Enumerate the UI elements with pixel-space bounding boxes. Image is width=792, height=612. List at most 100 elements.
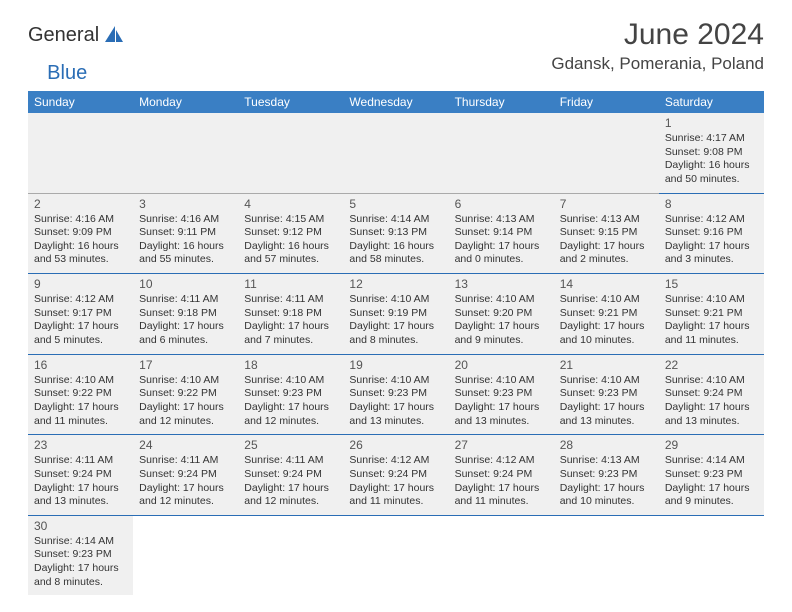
calendar-cell: 11 Sunrise: 4:11 AMSunset: 9:18 PMDayligh…	[238, 274, 343, 355]
logo-text-general: General	[28, 24, 99, 47]
day-info: Sunrise: 4:17 AMSunset: 9:08 PMDaylight:…	[665, 132, 758, 187]
day-number: 27	[455, 438, 548, 452]
calendar-cell: 8 Sunrise: 4:12 AMSunset: 9:16 PMDaylight…	[659, 193, 764, 274]
day-info: Sunrise: 4:11 AMSunset: 9:24 PMDaylight:…	[139, 454, 232, 509]
day-info: Sunrise: 4:16 AMSunset: 9:09 PMDaylight:…	[34, 213, 127, 268]
calendar-cell: 6 Sunrise: 4:13 AMSunset: 9:14 PMDaylight…	[449, 193, 554, 274]
calendar-row: 9 Sunrise: 4:12 AMSunset: 9:17 PMDaylight…	[28, 274, 764, 355]
logo: General	[28, 24, 127, 47]
day-info: Sunrise: 4:11 AMSunset: 9:18 PMDaylight:…	[244, 293, 337, 348]
day-number: 16	[34, 358, 127, 372]
calendar-cell: 14Sunrise: 4:10 AMSunset: 9:21 PMDayligh…	[554, 274, 659, 355]
calendar-cell: 25 Sunrise: 4:11 AMSunset: 9:24 PMDayligh…	[238, 435, 343, 516]
weekday-header: Monday	[133, 91, 238, 113]
calendar-row: 30 Sunrise: 4:14 AMSunset: 9:23 PMDayligh…	[28, 515, 764, 595]
calendar-cell: 29 Sunrise: 4:14 AMSunset: 9:23 PMDayligh…	[659, 435, 764, 516]
calendar-cell	[449, 515, 554, 595]
day-info: Sunrise: 4:10 AMSunset: 9:23 PMDaylight:…	[244, 374, 337, 429]
day-info: Sunrise: 4:12 AMSunset: 9:24 PMDaylight:…	[455, 454, 548, 509]
day-number: 20	[455, 358, 548, 372]
day-info: Sunrise: 4:13 AMSunset: 9:14 PMDaylight:…	[455, 213, 548, 268]
day-info: Sunrise: 4:10 AMSunset: 9:23 PMDaylight:…	[560, 374, 653, 429]
day-number: 17	[139, 358, 232, 372]
day-number: 6	[455, 197, 548, 211]
calendar-cell	[554, 113, 659, 193]
day-number: 13	[455, 277, 548, 291]
weekday-header: Wednesday	[343, 91, 448, 113]
day-info: Sunrise: 4:10 AMSunset: 9:21 PMDaylight:…	[665, 293, 758, 348]
weekday-header: Saturday	[659, 91, 764, 113]
calendar-cell: 1 Sunrise: 4:17 AMSunset: 9:08 PMDaylight…	[659, 113, 764, 193]
calendar-cell: 15 Sunrise: 4:10 AMSunset: 9:21 PMDayligh…	[659, 274, 764, 355]
calendar-cell	[343, 113, 448, 193]
day-info: Sunrise: 4:14 AMSunset: 9:23 PMDaylight:…	[665, 454, 758, 509]
day-number: 28	[560, 438, 653, 452]
calendar-cell: 3Sunrise: 4:16 AMSunset: 9:11 PMDaylight…	[133, 193, 238, 274]
calendar-cell: 22 Sunrise: 4:10 AMSunset: 9:24 PMDayligh…	[659, 354, 764, 435]
calendar-cell: 20 Sunrise: 4:10 AMSunset: 9:23 PMDayligh…	[449, 354, 554, 435]
calendar-cell: 10 Sunrise: 4:11 AMSunset: 9:18 PMDayligh…	[133, 274, 238, 355]
day-number: 14	[560, 277, 653, 291]
calendar-cell	[28, 113, 133, 193]
calendar-cell: 27 Sunrise: 4:12 AMSunset: 9:24 PMDayligh…	[449, 435, 554, 516]
weekday-header: Friday	[554, 91, 659, 113]
day-info: Sunrise: 4:12 AMSunset: 9:16 PMDaylight:…	[665, 213, 758, 268]
calendar-cell	[238, 515, 343, 595]
weekday-header-row: Sunday Monday Tuesday Wednesday Thursday…	[28, 91, 764, 113]
day-info: Sunrise: 4:10 AMSunset: 9:24 PMDaylight:…	[665, 374, 758, 429]
logo-text-blue: Blue	[47, 62, 87, 85]
day-info: Sunrise: 4:10 AMSunset: 9:22 PMDaylight:…	[34, 374, 127, 429]
day-info: Sunrise: 4:13 AMSunset: 9:15 PMDaylight:…	[560, 213, 653, 268]
calendar-cell: 21Sunrise: 4:10 AMSunset: 9:23 PMDayligh…	[554, 354, 659, 435]
day-number: 24	[139, 438, 232, 452]
title-block: June 2024 Gdansk, Pomerania, Poland	[551, 18, 764, 74]
day-number: 30	[34, 519, 127, 533]
calendar-cell: 28 Sunrise: 4:13 AMSunset: 9:23 PMDayligh…	[554, 435, 659, 516]
calendar-cell	[554, 515, 659, 595]
day-info: Sunrise: 4:10 AMSunset: 9:19 PMDaylight:…	[349, 293, 442, 348]
calendar-row: 16 Sunrise: 4:10 AMSunset: 9:22 PMDayligh…	[28, 354, 764, 435]
calendar-cell: 30 Sunrise: 4:14 AMSunset: 9:23 PMDayligh…	[28, 515, 133, 595]
weekday-header: Thursday	[449, 91, 554, 113]
day-number: 29	[665, 438, 758, 452]
calendar-cell: 2Sunrise: 4:16 AMSunset: 9:09 PMDaylight…	[28, 193, 133, 274]
day-number: 15	[665, 277, 758, 291]
calendar-cell: 18Sunrise: 4:10 AMSunset: 9:23 PMDayligh…	[238, 354, 343, 435]
calendar-cell: 5Sunrise: 4:14 AMSunset: 9:13 PMDaylight…	[343, 193, 448, 274]
day-number: 26	[349, 438, 442, 452]
day-number: 1	[665, 116, 758, 130]
day-info: Sunrise: 4:10 AMSunset: 9:22 PMDaylight:…	[139, 374, 232, 429]
day-info: Sunrise: 4:14 AMSunset: 9:13 PMDaylight:…	[349, 213, 442, 268]
calendar-cell: 17 Sunrise: 4:10 AMSunset: 9:22 PMDayligh…	[133, 354, 238, 435]
day-number: 3	[139, 197, 232, 211]
day-number: 22	[665, 358, 758, 372]
calendar-cell: 19Sunrise: 4:10 AMSunset: 9:23 PMDayligh…	[343, 354, 448, 435]
day-info: Sunrise: 4:11 AMSunset: 9:24 PMDaylight:…	[34, 454, 127, 509]
day-info: Sunrise: 4:11 AMSunset: 9:18 PMDaylight:…	[139, 293, 232, 348]
calendar-row: 1 Sunrise: 4:17 AMSunset: 9:08 PMDaylight…	[28, 113, 764, 193]
day-info: Sunrise: 4:12 AMSunset: 9:24 PMDaylight:…	[349, 454, 442, 509]
day-number: 25	[244, 438, 337, 452]
day-number: 9	[34, 277, 127, 291]
calendar-cell	[449, 113, 554, 193]
calendar-cell	[133, 113, 238, 193]
calendar-table: Sunday Monday Tuesday Wednesday Thursday…	[28, 91, 764, 595]
day-number: 19	[349, 358, 442, 372]
calendar-row: 23Sunrise: 4:11 AMSunset: 9:24 PMDayligh…	[28, 435, 764, 516]
calendar-cell: 4Sunrise: 4:15 AMSunset: 9:12 PMDaylight…	[238, 193, 343, 274]
day-info: Sunrise: 4:11 AMSunset: 9:24 PMDaylight:…	[244, 454, 337, 509]
calendar-cell: 7Sunrise: 4:13 AMSunset: 9:15 PMDaylight…	[554, 193, 659, 274]
day-number: 10	[139, 277, 232, 291]
day-number: 12	[349, 277, 442, 291]
calendar-cell	[238, 113, 343, 193]
day-info: Sunrise: 4:10 AMSunset: 9:23 PMDaylight:…	[455, 374, 548, 429]
calendar-row: 2Sunrise: 4:16 AMSunset: 9:09 PMDaylight…	[28, 193, 764, 274]
day-number: 8	[665, 197, 758, 211]
day-info: Sunrise: 4:14 AMSunset: 9:23 PMDaylight:…	[34, 535, 127, 590]
day-info: Sunrise: 4:13 AMSunset: 9:23 PMDaylight:…	[560, 454, 653, 509]
day-info: Sunrise: 4:12 AMSunset: 9:17 PMDaylight:…	[34, 293, 127, 348]
day-number: 11	[244, 277, 337, 291]
day-info: Sunrise: 4:10 AMSunset: 9:20 PMDaylight:…	[455, 293, 548, 348]
calendar-cell: 26 Sunrise: 4:12 AMSunset: 9:24 PMDayligh…	[343, 435, 448, 516]
weekday-header: Tuesday	[238, 91, 343, 113]
